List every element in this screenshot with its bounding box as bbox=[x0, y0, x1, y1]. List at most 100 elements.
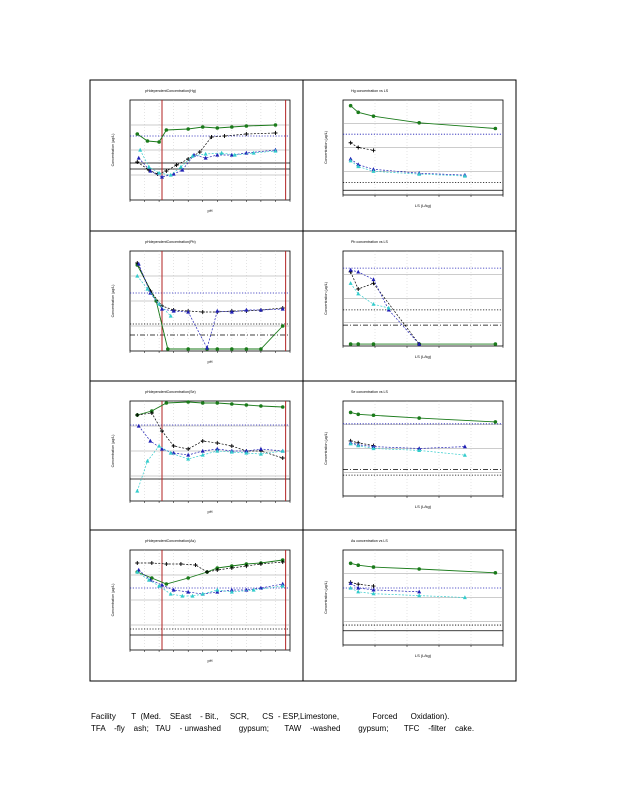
data-point-taw bbox=[160, 446, 164, 451]
data-point-taw bbox=[356, 585, 361, 590]
data-point-tau bbox=[160, 429, 164, 433]
data-point-taw bbox=[371, 587, 376, 592]
chart-title: Pb concentration vs LS bbox=[351, 240, 389, 244]
y-axis-label: Concentration (µg/L) bbox=[111, 584, 115, 617]
data-point-tfa bbox=[417, 416, 421, 420]
data-point-tfa bbox=[200, 401, 205, 405]
data-point-tfc bbox=[356, 291, 361, 296]
y-axis-label: Concentration (µg/L) bbox=[111, 285, 115, 318]
data-point-tau bbox=[229, 444, 234, 448]
data-point-tfa bbox=[356, 342, 361, 346]
data-point-tfc bbox=[348, 281, 353, 285]
chart-panel-ph-left-1: pHdependentConcentration(Hg) pH Concentrat… bbox=[89, 79, 304, 232]
data-point-tfc bbox=[273, 148, 278, 153]
data-point-tfc bbox=[356, 443, 361, 448]
data-point-tfa bbox=[280, 405, 285, 409]
series-line-taw bbox=[350, 442, 465, 449]
data-point-tfc bbox=[356, 164, 361, 169]
data-point-taw bbox=[280, 581, 285, 586]
data-point-tau bbox=[209, 135, 214, 139]
data-point-tfc bbox=[168, 591, 173, 596]
data-point-tfc bbox=[145, 286, 150, 291]
data-point-tau bbox=[135, 561, 140, 565]
data-point-tfa bbox=[493, 126, 498, 131]
data-point-taw bbox=[136, 423, 141, 428]
data-point-tau bbox=[205, 570, 210, 574]
data-point-tfa bbox=[371, 342, 376, 346]
data-point-tfa bbox=[186, 576, 190, 580]
panel-frame bbox=[302, 380, 517, 531]
data-point-tau bbox=[149, 411, 154, 415]
data-point-tfa bbox=[215, 347, 220, 351]
data-point-tfc bbox=[417, 593, 422, 598]
data-point-taw bbox=[186, 309, 191, 314]
data-point-tfa bbox=[493, 571, 498, 575]
data-point-tfc bbox=[462, 452, 467, 457]
data-point-tau bbox=[171, 444, 176, 448]
panel-frame bbox=[302, 79, 517, 232]
data-point-tau bbox=[356, 582, 361, 587]
data-point-tfa bbox=[280, 324, 285, 328]
data-point-tfc bbox=[356, 589, 361, 594]
data-point-taw bbox=[186, 589, 191, 594]
data-point-taw bbox=[148, 438, 153, 443]
data-point-tau bbox=[178, 562, 183, 566]
data-point-taw bbox=[171, 171, 176, 176]
data-point-taw bbox=[280, 306, 285, 311]
data-point-tfc bbox=[157, 443, 162, 448]
data-point-tau bbox=[258, 562, 263, 566]
data-point-tfc bbox=[371, 302, 376, 306]
data-point-tfa bbox=[164, 401, 169, 405]
data-point-tfc bbox=[462, 173, 467, 178]
data-point-tfa bbox=[164, 128, 169, 132]
data-point-tfa bbox=[230, 402, 234, 406]
data-point-tfc bbox=[200, 591, 205, 596]
data-point-tau bbox=[135, 413, 140, 417]
data-point-tfc bbox=[386, 305, 391, 310]
data-point-tfa bbox=[157, 140, 161, 144]
data-point-tau bbox=[200, 439, 205, 443]
data-point-tfc bbox=[190, 593, 195, 598]
data-point-tfa bbox=[244, 124, 249, 128]
data-point-tfc bbox=[138, 147, 143, 152]
data-point-taw bbox=[417, 341, 422, 346]
data-point-taw bbox=[348, 267, 353, 272]
data-point-tfc bbox=[244, 450, 249, 455]
data-point-tfc bbox=[146, 164, 151, 169]
series-line-taw bbox=[138, 263, 283, 349]
data-point-taw bbox=[258, 585, 263, 590]
panel-frame bbox=[89, 230, 304, 382]
data-point-tfc bbox=[348, 158, 353, 163]
series-line-tfa bbox=[137, 401, 283, 416]
chart-title: As concentration vs LS bbox=[351, 539, 388, 543]
data-point-taw bbox=[356, 162, 361, 167]
chart-title: Hg concentration vs LS bbox=[351, 89, 389, 93]
data-point-tfc bbox=[168, 172, 173, 177]
data-point-tfa bbox=[244, 347, 249, 351]
data-point-tau bbox=[135, 160, 140, 164]
panel-frame bbox=[302, 230, 517, 382]
data-point-tfa bbox=[145, 139, 150, 143]
data-point-tfa bbox=[493, 420, 498, 424]
data-point-tfa bbox=[493, 342, 498, 346]
data-point-taw bbox=[215, 152, 220, 157]
data-point-taw bbox=[203, 155, 208, 160]
panel-frame bbox=[302, 529, 517, 682]
data-point-tau bbox=[215, 568, 220, 572]
chart-panel-ph-left-2: pHdependentConcentration(Pb) pH Concentrat… bbox=[89, 230, 304, 382]
data-point-tau bbox=[215, 441, 220, 445]
data-point-tfc bbox=[371, 591, 376, 596]
data-point-taw bbox=[160, 306, 164, 311]
data-point-tfc bbox=[168, 313, 173, 318]
data-point-tfc bbox=[280, 448, 285, 453]
data-point-taw bbox=[215, 308, 220, 313]
chart-panel-ph-left-4: pHdependentConcentration(As) pH Concentrat… bbox=[89, 529, 304, 682]
data-point-tfa bbox=[230, 125, 234, 129]
data-point-tfa bbox=[356, 563, 361, 567]
data-point-tfc bbox=[348, 441, 353, 446]
data-point-tfa bbox=[135, 132, 140, 136]
data-point-tfc bbox=[146, 577, 151, 582]
data-point-taw bbox=[356, 269, 361, 274]
data-point-tfc bbox=[251, 587, 256, 592]
